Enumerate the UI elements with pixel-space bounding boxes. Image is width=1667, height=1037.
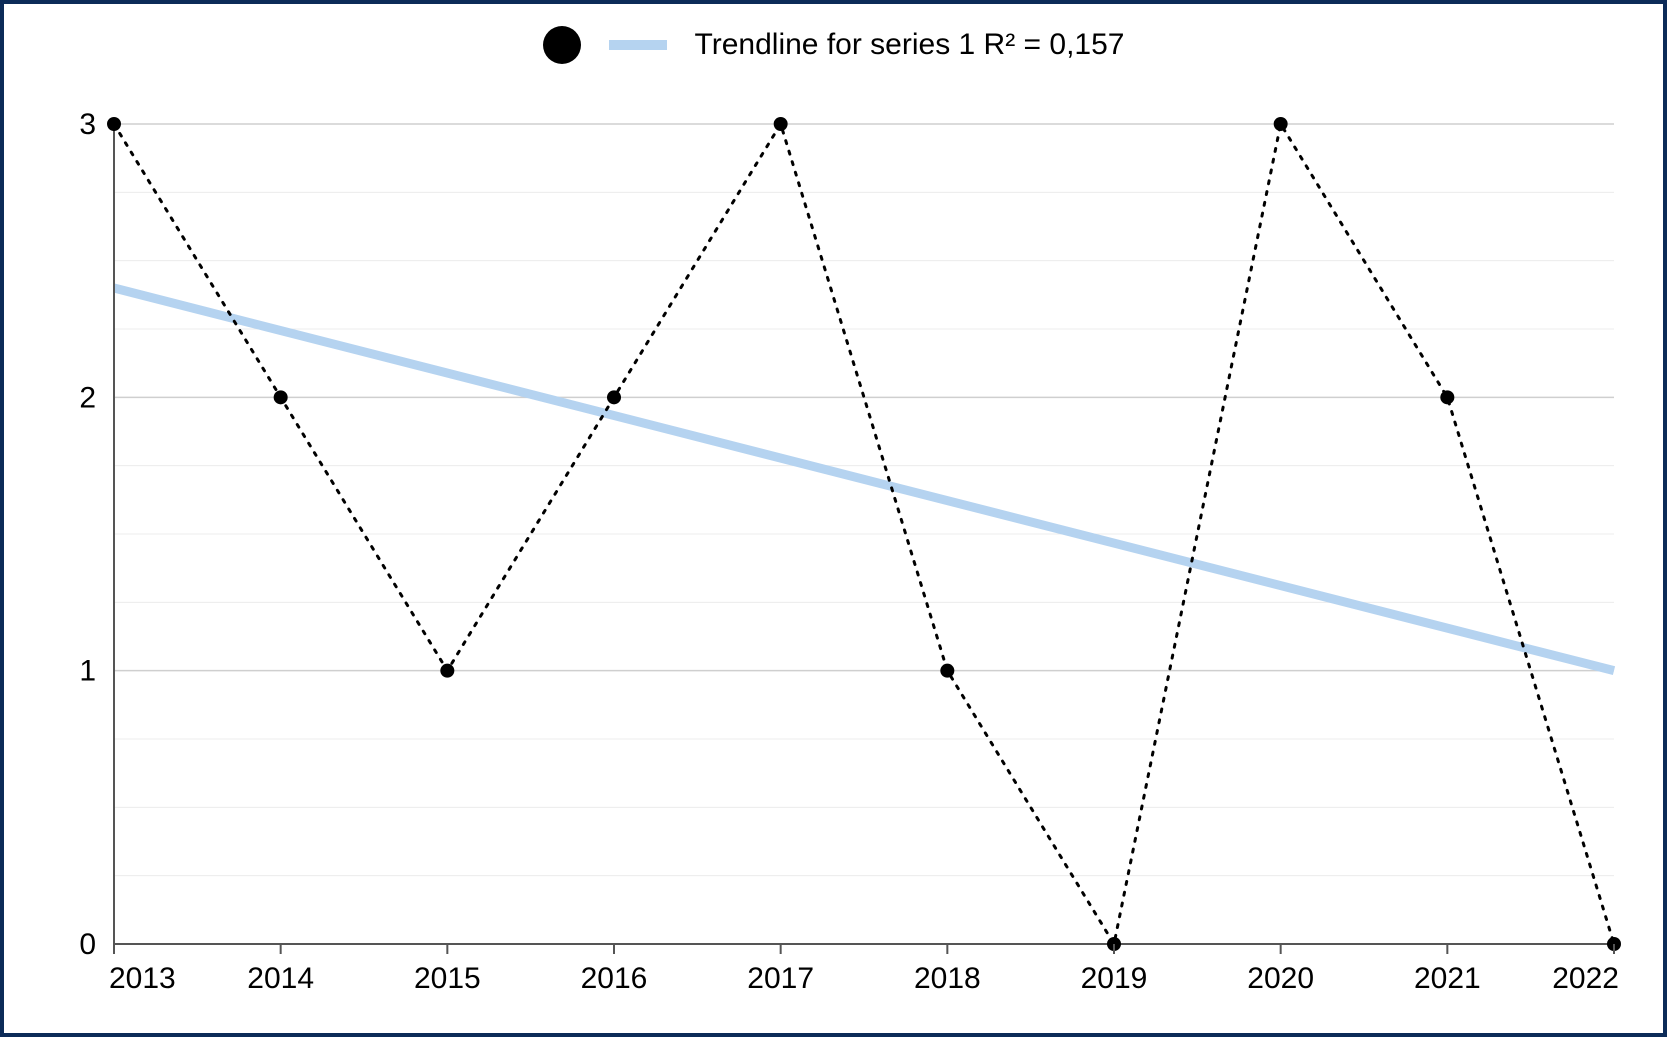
x-tick-label: 2019 xyxy=(1081,962,1148,995)
y-tick-label: 0 xyxy=(79,928,96,961)
x-tick-label: 2013 xyxy=(109,962,176,995)
x-tick-label: 2017 xyxy=(747,962,814,995)
x-tick-label: 2014 xyxy=(247,962,314,995)
y-tick-label: 2 xyxy=(79,381,96,414)
x-tick-label: 2021 xyxy=(1414,962,1481,995)
y-tick-label: 3 xyxy=(79,108,96,141)
x-tick-label: 2022 xyxy=(1552,962,1619,995)
x-tick-label: 2018 xyxy=(914,962,981,995)
chart-svg: 0 1 2 3 2013 2014 2015 2016 2017 2018 2019 2020 2021… xyxy=(34,24,1634,1004)
chart-area: 0 1 2 3 2013 2014 2015 2016 2017 2018 2019 2020 2021… xyxy=(34,24,1633,1003)
x-tick-label: 2015 xyxy=(414,962,481,995)
chart-frame: Trendline for series 1 R² = 0,157 012320… xyxy=(0,0,1667,1037)
x-tick-label: 2016 xyxy=(581,962,648,995)
x-tick-label: 2020 xyxy=(1247,962,1314,995)
y-tick-label: 1 xyxy=(79,655,96,688)
